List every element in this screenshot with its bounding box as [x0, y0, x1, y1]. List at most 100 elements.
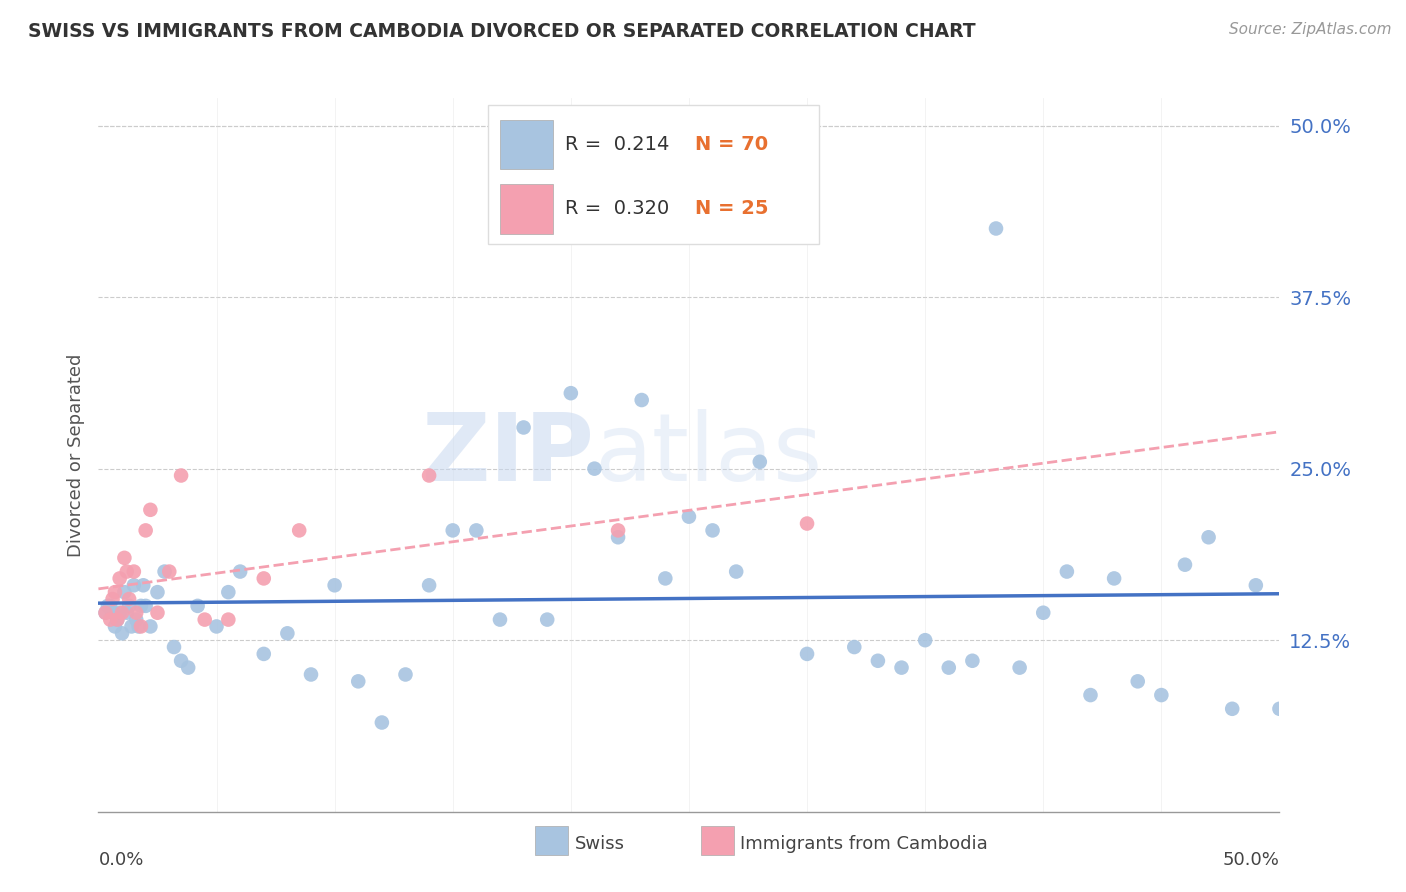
- Point: [299, 667, 322, 681]
- Bar: [700, 826, 734, 855]
- Point: [1174, 558, 1197, 572]
- Point: [866, 654, 889, 668]
- Point: [108, 571, 131, 585]
- Point: [135, 524, 157, 538]
- Point: [157, 565, 180, 579]
- Text: atlas: atlas: [595, 409, 823, 501]
- Point: [1102, 571, 1125, 585]
- Point: [101, 592, 124, 607]
- Point: [748, 455, 770, 469]
- Point: [1008, 660, 1031, 674]
- Point: [128, 619, 150, 633]
- Point: [512, 420, 534, 434]
- Point: [111, 606, 134, 620]
- Text: N = 70: N = 70: [695, 135, 768, 154]
- Y-axis label: Divorced or Separated: Divorced or Separated: [66, 353, 84, 557]
- Point: [217, 585, 239, 599]
- Point: [125, 613, 148, 627]
- Point: [205, 619, 228, 633]
- Point: [187, 599, 209, 613]
- Point: [1198, 530, 1220, 544]
- Point: [97, 599, 120, 613]
- Text: 0.0%: 0.0%: [98, 851, 143, 869]
- Point: [702, 524, 724, 538]
- Point: [607, 530, 630, 544]
- Point: [125, 606, 148, 620]
- Point: [984, 221, 1007, 235]
- Point: [112, 550, 135, 565]
- Point: [108, 606, 131, 620]
- Point: [146, 606, 169, 620]
- Point: [654, 571, 676, 585]
- Point: [607, 524, 630, 538]
- Point: [122, 565, 145, 579]
- Point: [347, 674, 370, 689]
- Text: Swiss: Swiss: [575, 835, 624, 853]
- Point: [121, 619, 143, 633]
- Point: [170, 468, 193, 483]
- Text: Source: ZipAtlas.com: Source: ZipAtlas.com: [1229, 22, 1392, 37]
- Point: [371, 715, 394, 730]
- Point: [489, 613, 512, 627]
- Point: [115, 565, 138, 579]
- Point: [101, 606, 124, 620]
- Point: [118, 599, 141, 613]
- Text: R =  0.214: R = 0.214: [565, 135, 669, 154]
- Text: ZIP: ZIP: [422, 409, 595, 501]
- Point: [394, 667, 416, 681]
- Point: [177, 660, 200, 674]
- Point: [583, 461, 606, 475]
- Point: [418, 468, 440, 483]
- Point: [135, 599, 157, 613]
- Point: [105, 613, 128, 627]
- Point: [132, 578, 155, 592]
- Point: [678, 509, 700, 524]
- Bar: [501, 120, 553, 169]
- Point: [1268, 702, 1291, 716]
- Point: [163, 640, 186, 654]
- Text: N = 25: N = 25: [695, 199, 768, 219]
- Point: [115, 606, 138, 620]
- Point: [844, 640, 866, 654]
- Point: [104, 619, 127, 633]
- Point: [129, 599, 152, 613]
- Point: [323, 578, 346, 592]
- Point: [146, 585, 169, 599]
- Point: [98, 599, 121, 613]
- Text: Immigrants from Cambodia: Immigrants from Cambodia: [740, 835, 987, 853]
- FancyBboxPatch shape: [488, 105, 818, 244]
- Point: [560, 386, 582, 401]
- Point: [111, 626, 134, 640]
- Point: [104, 585, 127, 599]
- Point: [94, 606, 117, 620]
- Point: [962, 654, 984, 668]
- Point: [1080, 688, 1102, 702]
- Point: [796, 647, 818, 661]
- Point: [914, 633, 936, 648]
- Point: [796, 516, 818, 531]
- Point: [536, 613, 558, 627]
- Bar: [536, 826, 568, 855]
- Point: [129, 619, 152, 633]
- Point: [253, 647, 276, 661]
- Point: [1150, 688, 1173, 702]
- Point: [153, 565, 176, 579]
- Point: [938, 660, 960, 674]
- Point: [105, 613, 128, 627]
- Point: [122, 578, 145, 592]
- Point: [253, 571, 276, 585]
- Text: 50.0%: 50.0%: [1223, 851, 1279, 869]
- Point: [139, 503, 162, 517]
- Text: R =  0.320: R = 0.320: [565, 199, 669, 219]
- Point: [288, 524, 311, 538]
- Point: [890, 660, 912, 674]
- Bar: [501, 184, 553, 234]
- Point: [94, 606, 117, 620]
- Point: [441, 524, 464, 538]
- Point: [725, 565, 748, 579]
- Point: [118, 592, 141, 607]
- Point: [1032, 606, 1054, 620]
- Point: [1126, 674, 1149, 689]
- Text: SWISS VS IMMIGRANTS FROM CAMBODIA DIVORCED OR SEPARATED CORRELATION CHART: SWISS VS IMMIGRANTS FROM CAMBODIA DIVORC…: [28, 22, 976, 41]
- Point: [1220, 702, 1243, 716]
